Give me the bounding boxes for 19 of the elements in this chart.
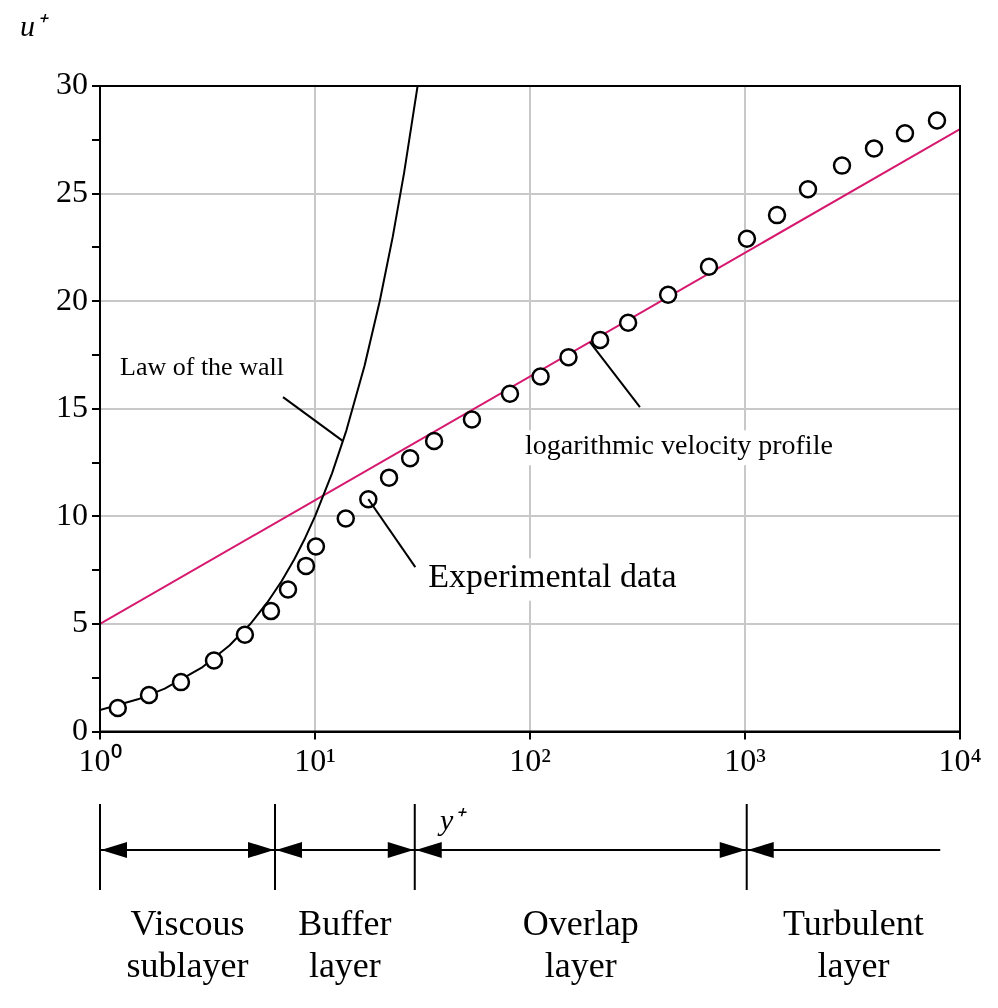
x-tick-label: 10¹	[294, 742, 336, 779]
text: Turbulent layer	[782, 901, 925, 986]
x-tick-label: 10³	[724, 742, 766, 779]
y-tick-label: 25	[56, 173, 88, 210]
y-tick-label: 15	[56, 388, 88, 425]
text: Overlap layer	[521, 901, 640, 986]
x-axis-title: y⁺	[437, 802, 468, 836]
y-tick-label: 5	[72, 603, 88, 640]
x-tick-label: 10²	[509, 742, 551, 779]
annotation: logarithmic velocity profile	[524, 429, 833, 461]
y-axis-title: u⁺	[20, 9, 49, 42]
y-tick-label: 20	[56, 280, 88, 317]
text: Viscous sublayer	[125, 901, 250, 986]
y-tick-label: 10	[56, 495, 88, 532]
annotation: Experimental data	[428, 557, 677, 595]
text: Buffer layer	[297, 901, 393, 986]
x-tick-label: 10⁴	[938, 742, 982, 779]
y-tick-label: 30	[56, 65, 88, 102]
annotation: Law of the wall	[120, 352, 284, 382]
